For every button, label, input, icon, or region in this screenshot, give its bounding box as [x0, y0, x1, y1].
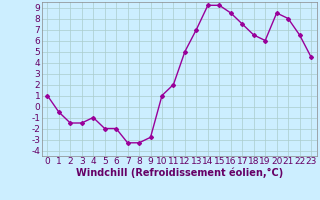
- X-axis label: Windchill (Refroidissement éolien,°C): Windchill (Refroidissement éolien,°C): [76, 168, 283, 178]
